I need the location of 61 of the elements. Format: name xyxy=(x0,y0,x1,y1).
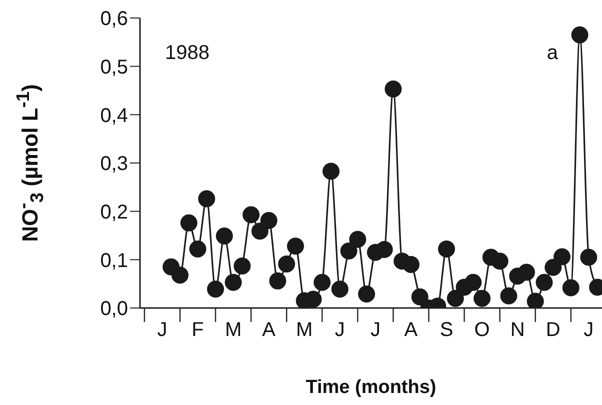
point xyxy=(349,230,366,248)
y-tick-label: 0,5 xyxy=(100,56,128,78)
point xyxy=(269,272,286,290)
x-tick-label: A xyxy=(262,319,276,341)
x-tick-label: N xyxy=(510,319,525,341)
point xyxy=(554,248,571,266)
point xyxy=(340,242,358,260)
point xyxy=(491,252,508,270)
point xyxy=(234,257,251,274)
point xyxy=(446,290,464,307)
point xyxy=(224,274,242,291)
x-tick-label: A xyxy=(404,319,418,341)
x-tick-label: M xyxy=(296,319,313,341)
x-tick-label: F xyxy=(192,319,204,341)
point xyxy=(571,26,588,44)
point xyxy=(411,288,428,306)
point xyxy=(438,240,456,258)
point xyxy=(171,266,188,284)
point xyxy=(402,256,420,273)
point xyxy=(189,240,206,258)
annotation: a xyxy=(546,42,558,65)
point xyxy=(251,222,268,240)
y-tick-label: 0,6 xyxy=(100,8,128,30)
point xyxy=(358,285,376,302)
x-tick-label: J xyxy=(157,319,168,341)
x-axis-title: Time (months) xyxy=(306,377,436,398)
point xyxy=(286,238,304,255)
point xyxy=(314,274,331,291)
point xyxy=(260,212,278,230)
point xyxy=(278,256,296,273)
x-tick-label: O xyxy=(474,319,490,341)
y-tick-label: 0,3 xyxy=(100,153,128,176)
point xyxy=(500,287,518,304)
x-tick-label: J xyxy=(370,319,380,341)
point xyxy=(242,206,260,224)
point xyxy=(216,227,233,244)
point xyxy=(518,264,535,281)
x-tick-label: M xyxy=(224,319,242,341)
point xyxy=(526,292,544,308)
point xyxy=(580,248,598,266)
point xyxy=(474,290,491,307)
point xyxy=(464,274,482,291)
point xyxy=(207,280,224,298)
y-tick-label: 0,2 xyxy=(100,201,128,224)
x-tick-label: J xyxy=(334,319,345,341)
point xyxy=(376,241,393,258)
y-tick-label: 0,0 xyxy=(100,298,128,320)
y-tick-label: 0,1 xyxy=(100,250,128,272)
point xyxy=(536,274,553,291)
annotation: 1988 xyxy=(165,42,210,65)
point xyxy=(180,214,198,232)
x-tick-label: J xyxy=(584,319,594,341)
y-tick-label: 0,4 xyxy=(100,104,128,127)
x-tick-label: D xyxy=(546,319,560,341)
point xyxy=(384,80,402,98)
point xyxy=(322,162,340,180)
x-tick-label: S xyxy=(440,319,454,341)
point xyxy=(562,279,580,296)
point xyxy=(544,258,562,276)
point xyxy=(198,190,216,208)
point xyxy=(331,280,348,298)
